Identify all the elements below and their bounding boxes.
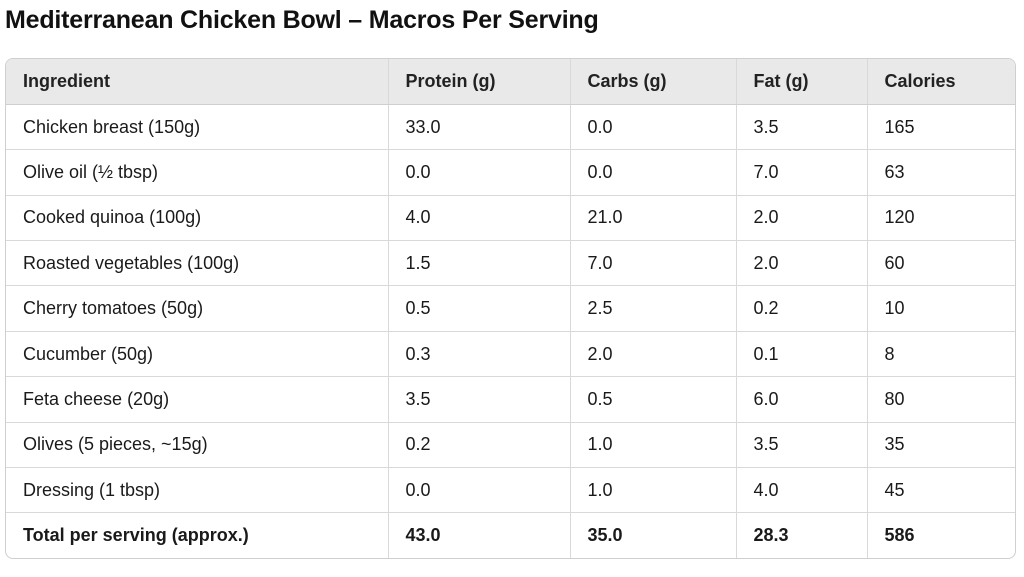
cell-carbs: 1.0 <box>570 422 737 469</box>
cell-fat: 4.0 <box>736 467 868 514</box>
cell-ingredient: Dressing (1 tbsp) <box>6 467 389 514</box>
cell-fat: 3.5 <box>736 104 868 151</box>
total-carbs: 35.0 <box>570 512 737 559</box>
table-row: Olives (5 pieces, ~15g) 0.2 1.0 3.5 35 <box>6 422 1015 469</box>
cell-ingredient: Feta cheese (20g) <box>6 376 389 423</box>
cell-calories: 80 <box>867 376 1015 423</box>
cell-carbs: 2.5 <box>570 285 737 332</box>
cell-fat: 2.0 <box>736 240 868 287</box>
table-row: Chicken breast (150g) 33.0 0.0 3.5 165 <box>6 104 1015 151</box>
total-label: Total per serving (approx.) <box>6 512 389 559</box>
cell-carbs: 0.5 <box>570 376 737 423</box>
cell-fat: 6.0 <box>736 376 868 423</box>
cell-fat: 0.1 <box>736 331 868 378</box>
cell-ingredient: Roasted vegetables (100g) <box>6 240 389 287</box>
total-row: Total per serving (approx.) 43.0 35.0 28… <box>6 512 1015 559</box>
cell-protein: 0.5 <box>388 285 571 332</box>
cell-calories: 63 <box>867 149 1015 196</box>
cell-ingredient: Olives (5 pieces, ~15g) <box>6 422 389 469</box>
table-row: Dressing (1 tbsp) 0.0 1.0 4.0 45 <box>6 467 1015 514</box>
cell-fat: 0.2 <box>736 285 868 332</box>
cell-protein: 0.3 <box>388 331 571 378</box>
macros-table-container: Ingredient Protein (g) Carbs (g) Fat (g)… <box>5 58 1016 560</box>
cell-calories: 10 <box>867 285 1015 332</box>
table-row: Cherry tomatoes (50g) 0.5 2.5 0.2 10 <box>6 285 1015 332</box>
header-fat: Fat (g) <box>736 59 868 105</box>
cell-protein: 0.0 <box>388 149 571 196</box>
header-carbs: Carbs (g) <box>570 59 737 105</box>
cell-protein: 4.0 <box>388 195 571 242</box>
page-title: Mediterranean Chicken Bowl – Macros Per … <box>5 6 599 34</box>
cell-ingredient: Cherry tomatoes (50g) <box>6 285 389 332</box>
cell-calories: 8 <box>867 331 1015 378</box>
header-protein: Protein (g) <box>388 59 571 105</box>
table-row: Cucumber (50g) 0.3 2.0 0.1 8 <box>6 331 1015 378</box>
cell-calories: 60 <box>867 240 1015 287</box>
total-fat: 28.3 <box>736 512 868 559</box>
cell-carbs: 0.0 <box>570 149 737 196</box>
cell-calories: 35 <box>867 422 1015 469</box>
cell-protein: 3.5 <box>388 376 571 423</box>
cell-protein: 0.0 <box>388 467 571 514</box>
cell-calories: 120 <box>867 195 1015 242</box>
header-ingredient: Ingredient <box>6 59 389 105</box>
cell-fat: 2.0 <box>736 195 868 242</box>
cell-carbs: 1.0 <box>570 467 737 514</box>
cell-ingredient: Cooked quinoa (100g) <box>6 195 389 242</box>
table-row: Olive oil (½ tbsp) 0.0 0.0 7.0 63 <box>6 149 1015 196</box>
cell-protein: 33.0 <box>388 104 571 151</box>
cell-fat: 3.5 <box>736 422 868 469</box>
table-row: Feta cheese (20g) 3.5 0.5 6.0 80 <box>6 376 1015 423</box>
macros-table: Ingredient Protein (g) Carbs (g) Fat (g)… <box>6 59 1015 559</box>
total-calories: 586 <box>884 525 915 546</box>
cell-ingredient: Cucumber (50g) <box>6 331 389 378</box>
cell-protein: 0.2 <box>388 422 571 469</box>
table-row: Roasted vegetables (100g) 1.5 7.0 2.0 60 <box>6 240 1015 287</box>
cell-calories: 45 <box>867 467 1015 514</box>
table-row: Cooked quinoa (100g) 4.0 21.0 2.0 120 <box>6 195 1015 242</box>
cell-carbs: 2.0 <box>570 331 737 378</box>
table-header-row: Ingredient Protein (g) Carbs (g) Fat (g)… <box>6 59 1015 105</box>
cell-ingredient: Chicken breast (150g) <box>6 104 389 151</box>
cell-carbs: 7.0 <box>570 240 737 287</box>
cell-fat: 7.0 <box>736 149 868 196</box>
cell-carbs: 0.0 <box>570 104 737 151</box>
cell-carbs: 21.0 <box>570 195 737 242</box>
cell-protein: 1.5 <box>388 240 571 287</box>
cell-ingredient: Olive oil (½ tbsp) <box>6 149 389 196</box>
cell-calories: 165 <box>867 104 1015 151</box>
total-protein: 43.0 <box>388 512 571 559</box>
header-calories: Calories <box>867 59 1015 105</box>
